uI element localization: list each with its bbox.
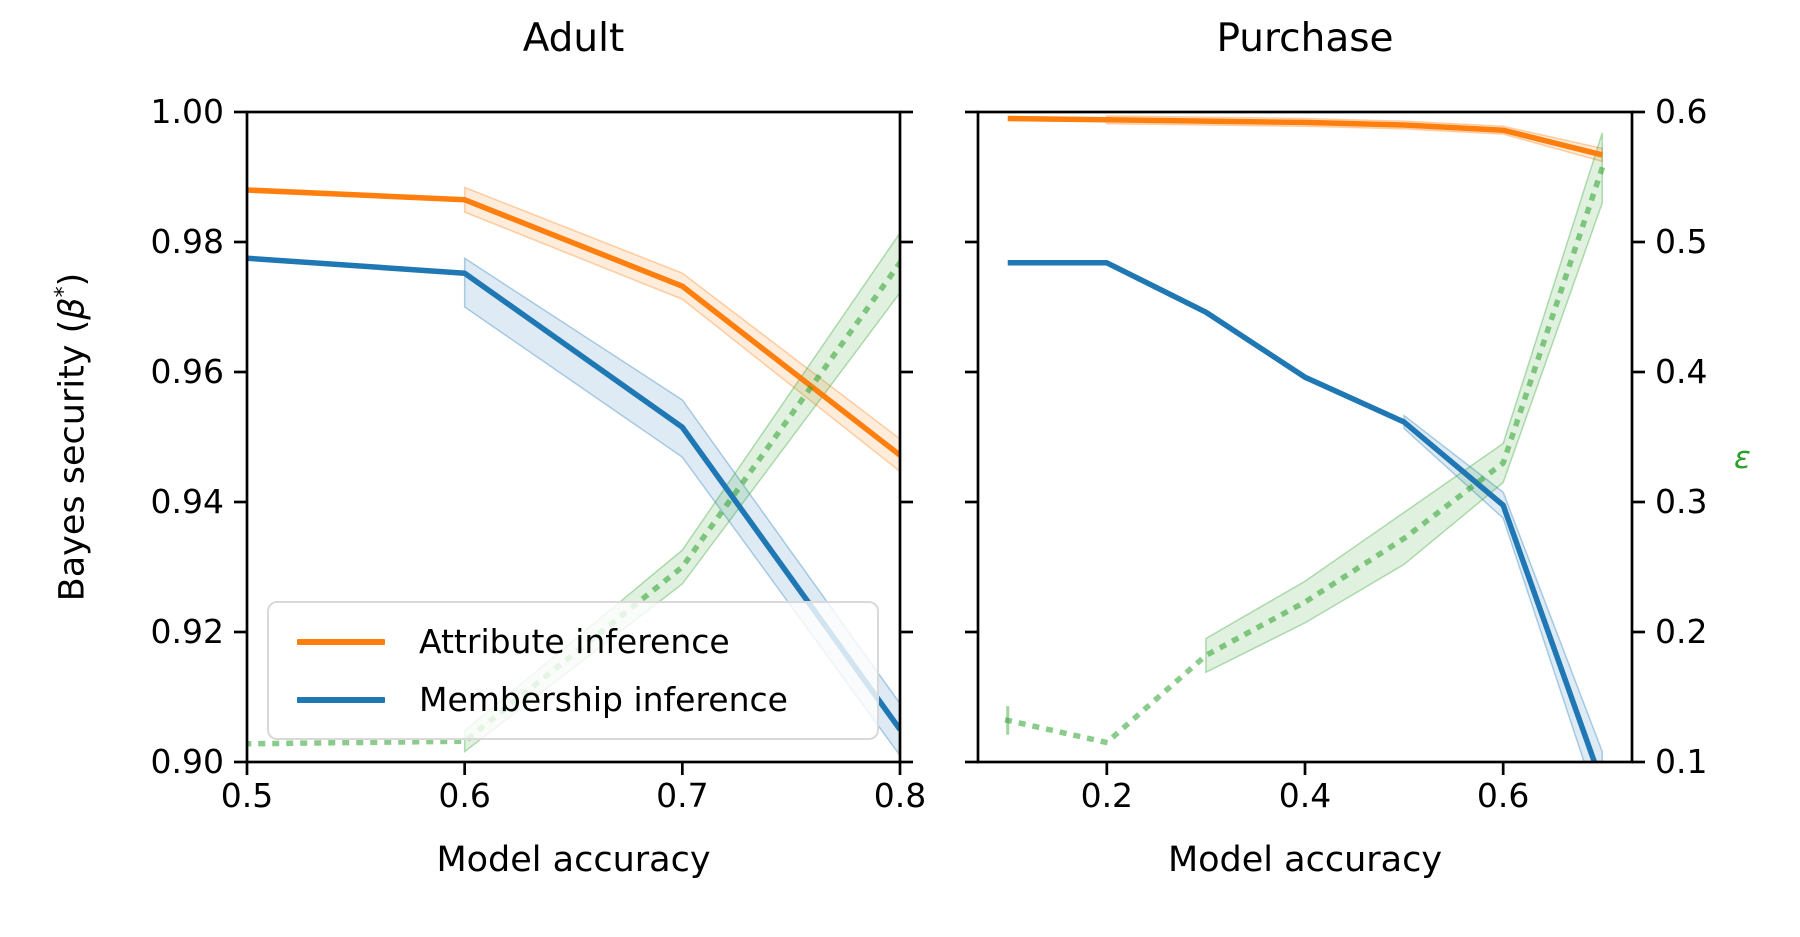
x-tick-label: 0.4 (1278, 776, 1332, 815)
attribute-inference-line (247, 187, 900, 458)
legend-swatch-attribute-inference (297, 638, 385, 645)
epsilon-line (1004, 164, 1606, 746)
legend-label-membership-inference: Membership inference (419, 680, 788, 719)
plot-spines-adult (245, 110, 902, 764)
x-tick-label: 0.5 (220, 776, 274, 815)
y-tick-label-left: 0.92 (150, 611, 224, 651)
legend-label-attribute-inference: Attribute inference (419, 622, 730, 661)
y-tick-label-right: 0.1 (1655, 741, 1708, 781)
epsilon-line (247, 258, 900, 747)
subplot-title-purchase: Purchase (1216, 16, 1394, 61)
y-tick-label-left: 0.90 (150, 741, 224, 781)
y-tick-label-left: 0.98 (150, 221, 224, 261)
y-tick-label-left: 0.96 (150, 351, 224, 391)
x-tick-label: 0.6 (1476, 776, 1530, 815)
y-axis-label-epsilon: ε (1734, 440, 1751, 476)
y-tick-label-right: 0.5 (1655, 221, 1708, 261)
y-tick-label-left: 0.94 (150, 481, 224, 521)
membership-inference-confidence-band (463, 256, 900, 757)
subplot-title-adult: Adult (522, 16, 625, 61)
y-axis-label-suffix: ) (52, 272, 93, 287)
y-tick-label-right: 0.3 (1655, 481, 1708, 521)
y-tick-label-left: 1.00 (150, 91, 224, 131)
beta-symbol: β (52, 297, 93, 320)
legend: Attribute inference Membership inference (267, 601, 879, 740)
plot-spines-purchase (976, 110, 1634, 764)
epsilon-confidence-band (1205, 132, 1604, 674)
x-axis-label-purchase: Model accuracy (1167, 840, 1443, 880)
x-tick-label: 0.7 (656, 776, 709, 815)
membership-inference-line (247, 255, 900, 732)
legend-item-attribute-inference: Attribute inference (297, 622, 877, 661)
y-tick-label-right: 0.4 (1655, 351, 1708, 391)
x-axis-label-adult: Model accuracy (436, 840, 711, 880)
legend-item-membership-inference: Membership inference (297, 680, 877, 719)
beta-superscript: * (51, 286, 77, 298)
x-tick-label: 0.2 (1080, 776, 1134, 815)
y-tick-label-right: 0.6 (1655, 91, 1708, 131)
x-tick-label: 0.8 (873, 776, 927, 815)
membership-inference-line (1007, 260, 1598, 762)
attribute-inference-line (1007, 115, 1603, 158)
legend-swatch-membership-inference (297, 696, 385, 703)
x-tick-label: 0.6 (438, 776, 491, 815)
y-tick-label-right: 0.2 (1655, 611, 1708, 651)
y-axis-label-prefix: Bayes security ( (52, 319, 93, 602)
y-axis-label-left: Bayes security (β*) (52, 273, 93, 602)
